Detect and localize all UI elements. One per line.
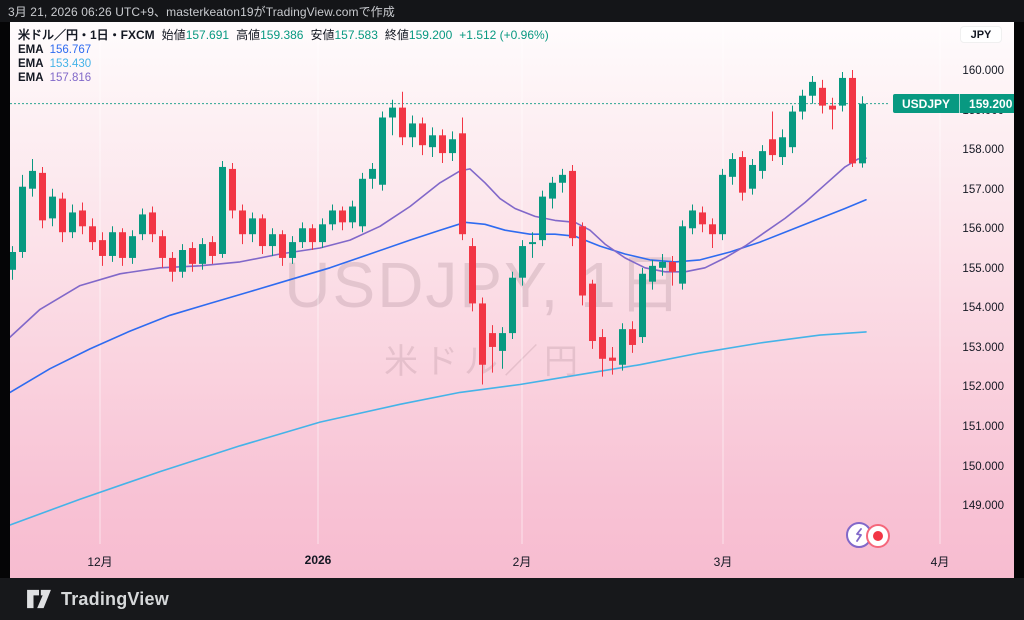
currency-toggle-button[interactable]: JPY [960,26,1002,43]
price-tick: 154.000 [962,302,1004,314]
last-price-symbol: USDJPY [902,96,951,111]
legend-open: 始値157.691 [161,28,230,42]
legend-change: +1.512 (+0.96%) [459,28,549,42]
last-price-divider [959,94,961,113]
footer-bar: TradingView [0,578,1024,620]
last-price-label: USDJPY 159.200 [893,94,1014,113]
ema-legend-3[interactable]: EMA 157.816 [18,72,92,84]
legend-symbol-row: 米ドル／円・1日・FXCM 始値157.691 高値159.386 安値157.… [18,27,549,43]
price-tick: 158.000 [962,144,1004,156]
timescale-events-badge[interactable] [846,522,892,550]
legend-close: 終値159.200 [384,28,453,42]
attribution-bar: 3月 21, 2026 06:26 UTC+9、masterkeaton19がT… [0,0,1024,22]
price-tick: 149.000 [962,500,1004,512]
chart-pane[interactable]: USDJPY, 1日 米ドル／円 米ドル／円・1日・FXCM 始値157.691… [10,22,1014,578]
price-tick: 150.000 [962,461,1004,473]
legend-low: 安値157.583 [310,28,378,42]
attribution-text: 3月 21, 2026 06:26 UTC+9、masterkeaton19がT… [8,4,395,19]
ema-legend-1[interactable]: EMA 156.767 [18,44,92,56]
price-tick: 156.000 [962,223,1004,235]
red-dot-icon [873,531,883,541]
price-tick: 155.000 [962,263,1004,275]
price-tick: 157.000 [962,184,1004,196]
legend-symbol[interactable]: 米ドル／円・1日・FXCM [18,28,155,42]
tradingview-brand-text[interactable]: TradingView [61,588,169,609]
price-tick: 153.000 [962,342,1004,354]
lightning-icon [856,528,862,542]
price-tick: 152.000 [962,381,1004,393]
record-marker-icon[interactable] [866,524,890,548]
tradingview-logo-icon[interactable] [26,588,52,610]
chart-legend: 米ドル／円・1日・FXCM 始値157.691 高値159.386 安値157.… [18,27,549,85]
legend-high: 高値159.386 [236,28,304,42]
price-tick: 151.000 [962,421,1004,433]
ema-legend-2[interactable]: EMA 153.430 [18,58,92,70]
last-price-value: 159.200 [969,96,1013,111]
candlestick-plot[interactable] [10,22,1014,578]
price-tick: 160.000 [962,65,1004,77]
